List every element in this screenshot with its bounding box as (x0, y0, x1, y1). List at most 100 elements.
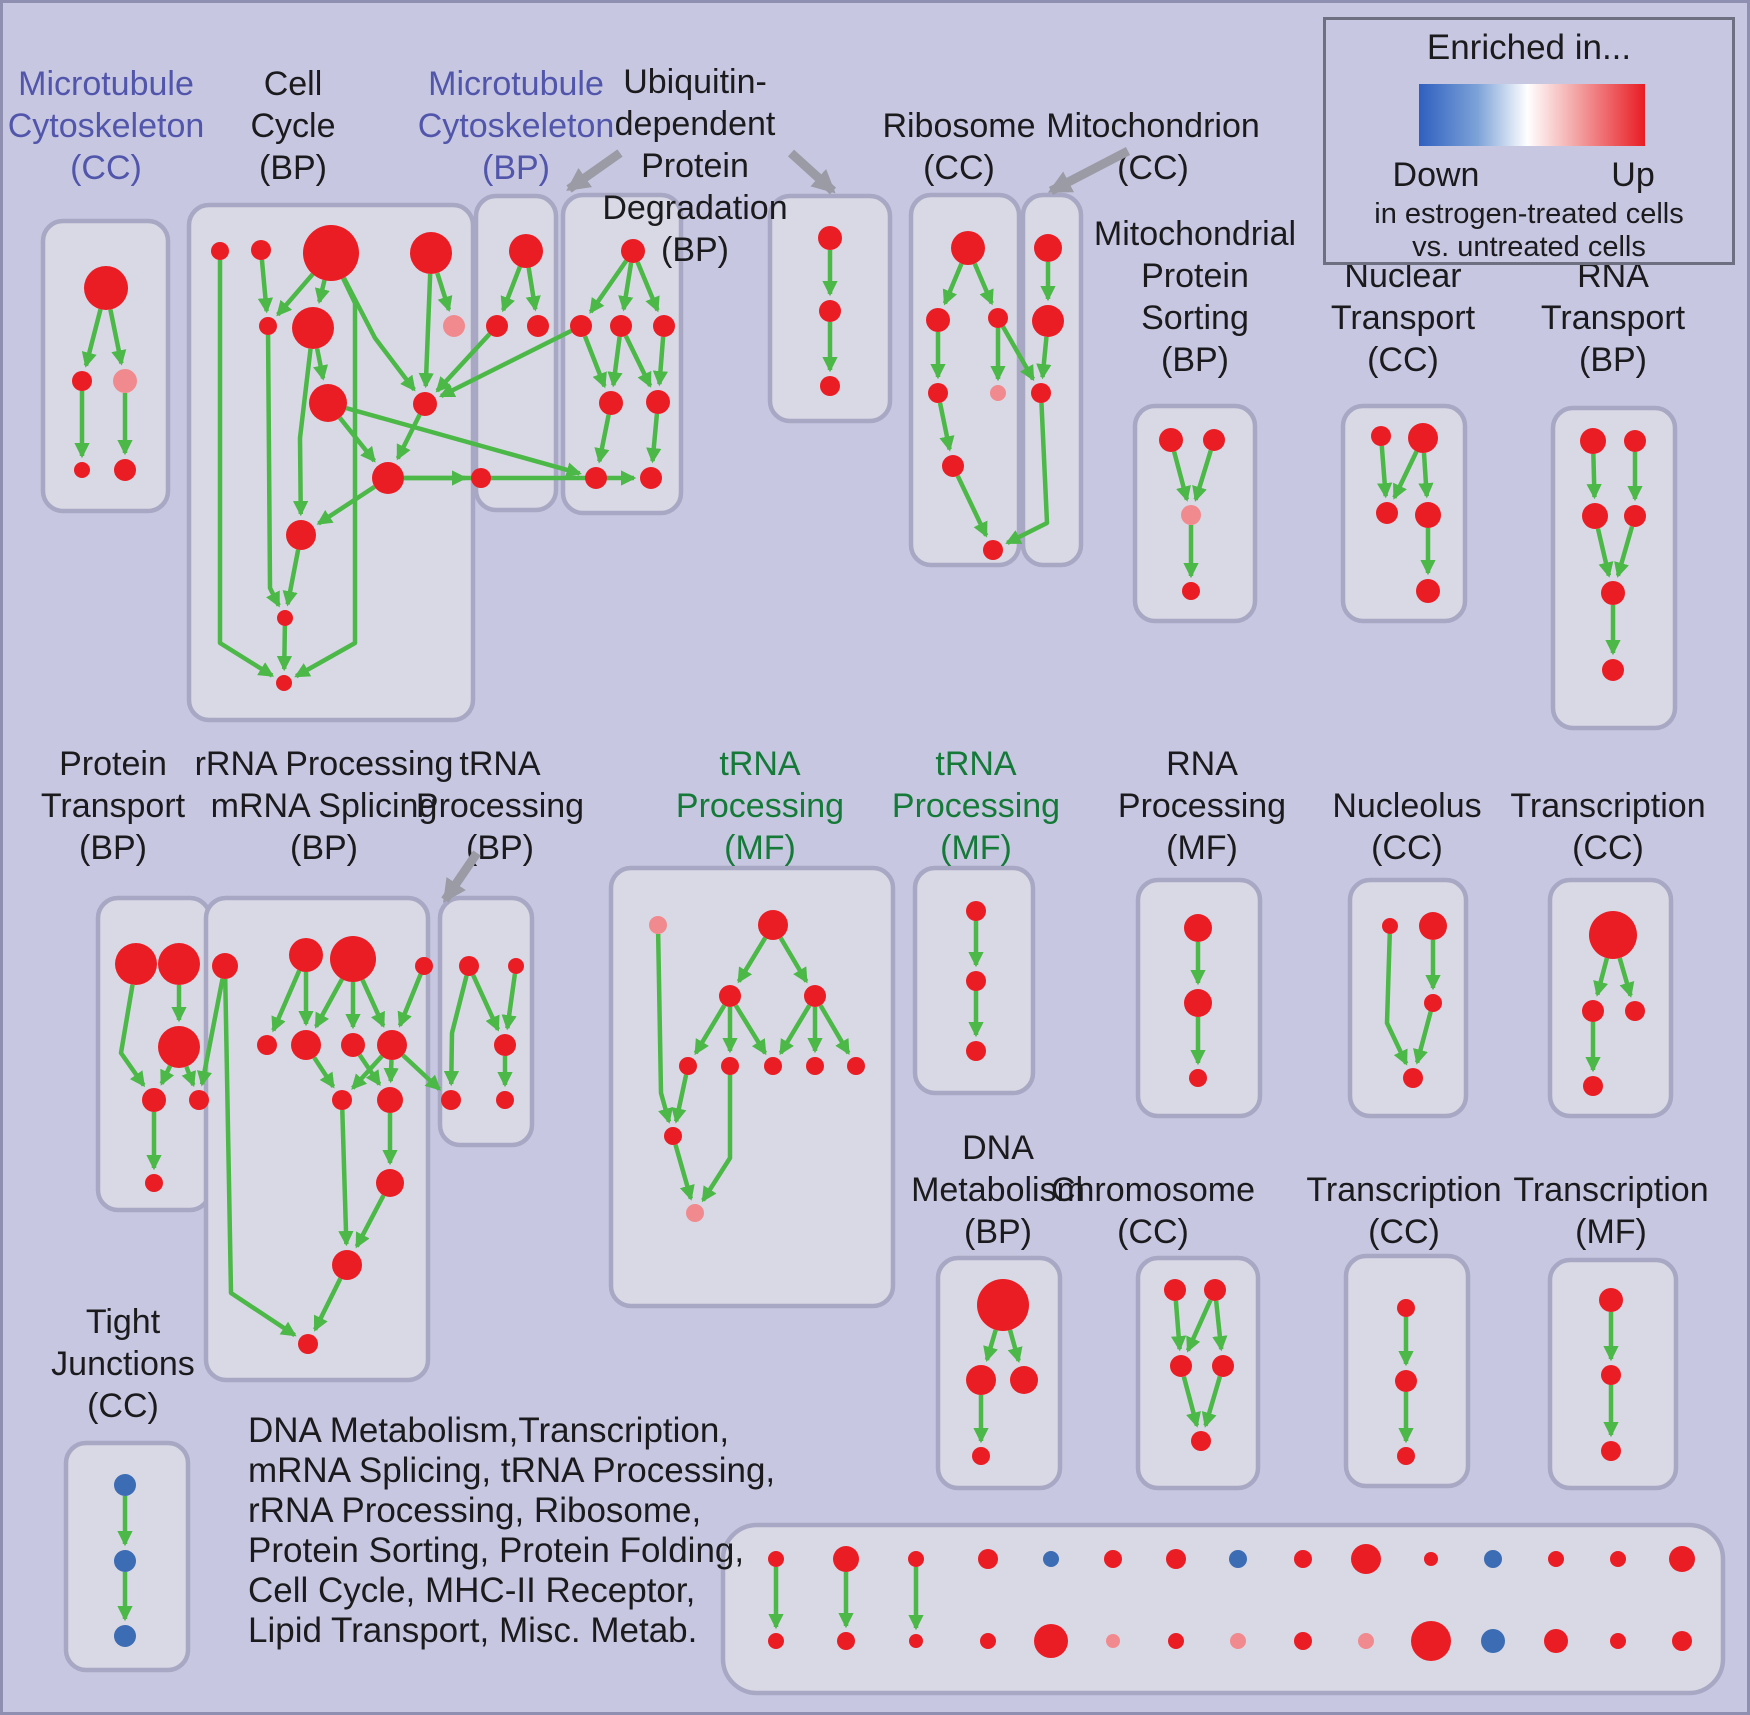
edge-arrow (588, 259, 629, 314)
edge-arrow (159, 1065, 175, 1086)
go-term-node (292, 307, 334, 349)
legend-condition-line1: in estrogen-treated cells (1374, 198, 1684, 230)
edge-arrow (271, 969, 302, 1033)
cluster-label-dna-metabolism-bp: DNA Metabolism (BP) (911, 1129, 1085, 1251)
go-term-node (1189, 1069, 1207, 1087)
go-term-node (966, 901, 986, 921)
edge-arrow (1418, 452, 1434, 499)
edge-arrow (316, 484, 376, 526)
go-term-node (977, 1279, 1029, 1331)
cluster-box-rna-transport-bp (1550, 405, 1678, 731)
go-term-node (951, 231, 985, 265)
cluster-box-microtubule-bp (473, 193, 559, 513)
go-term-node (1395, 1370, 1417, 1392)
note-line: Cell Cycle, MHC-II Receptor, (248, 1571, 696, 1610)
go-term-node (1583, 1076, 1603, 1096)
edge-arrow (1392, 450, 1419, 500)
go-term-node (486, 315, 508, 337)
edge-arrow (1593, 957, 1610, 997)
go-term-node (158, 943, 200, 985)
edge-arrow (693, 1004, 727, 1056)
edge-arrow (500, 266, 522, 313)
go-term-node (1544, 1629, 1568, 1653)
diagram-svg: Microtubule Cytoskeleton (CC) Cell Cycle (BP)… (8, 63, 1726, 1696)
go-term-node (372, 462, 404, 494)
cluster-label-mitochondrion-cc: Mitochondrion (CC) (1046, 107, 1260, 187)
edge-arrow (217, 260, 275, 678)
go-term-node (1415, 502, 1441, 528)
edge-arrow (276, 625, 293, 672)
cluster-box-ribosome-cc (908, 192, 1022, 568)
edge-arrow (1595, 528, 1614, 578)
go-term-node (664, 1127, 682, 1145)
go-term-node (1230, 1633, 1246, 1649)
edge-arrow (1384, 933, 1409, 1066)
go-term-node (679, 1057, 697, 1075)
go-term-node (142, 1088, 166, 1112)
go-term-node (610, 315, 632, 337)
edge-arrow (282, 549, 301, 607)
edge-arrow (955, 474, 989, 538)
go-term-node (1376, 502, 1398, 524)
edge-arrow (471, 974, 500, 1032)
go-term-node (819, 300, 841, 322)
go-term-node (459, 956, 479, 976)
go-term-node (376, 1169, 404, 1197)
go-term-node (1382, 918, 1398, 934)
cluster-label-cell-cycle-bp: Cell Cycle (BP) (250, 65, 335, 187)
go-term-node (1212, 1355, 1234, 1377)
cluster-box-dna-metabolism-bp (935, 1255, 1063, 1491)
cluster-label-nucleolus-cc: Nucleolus (CC) (1332, 787, 1481, 867)
go-term-node (1351, 1544, 1381, 1574)
edge-arrow (181, 1065, 196, 1088)
edge-arrow (341, 276, 416, 392)
go-term-node (145, 1174, 163, 1192)
edge-arrow (1377, 445, 1393, 499)
go-term-node (1601, 581, 1625, 605)
cluster-box-chromosome-cc (1135, 1255, 1261, 1491)
cluster-box-ubiquitin-a (560, 192, 684, 516)
legend-gradient-bar (1419, 84, 1645, 146)
edge-arrow (338, 1109, 354, 1247)
edge-arrow (197, 978, 225, 1087)
legend-up-label: Up (1611, 156, 1655, 194)
edge-arrow (312, 1056, 336, 1089)
go-term-node (298, 1334, 318, 1354)
label-pointer-arrow (787, 149, 837, 195)
go-term-node (758, 910, 788, 940)
go-term-node (1624, 505, 1646, 527)
go-term-node (1104, 1550, 1122, 1568)
go-term-node (1010, 1366, 1038, 1394)
edge-arrow (1001, 325, 1035, 382)
cluster-label-protein-transport-bp: Protein Transport (BP) (41, 745, 186, 867)
go-term-node (1403, 1068, 1423, 1088)
go-term-node (988, 308, 1008, 328)
edge-arrow (276, 272, 315, 317)
edge-arrow (655, 933, 673, 1124)
go-term-node (1580, 428, 1606, 454)
cluster-label-nuclear-transport-cc: Nuclear Transport (CC) (1331, 257, 1476, 379)
cluster-label-rna-processing-mf: RNA Processing (MF) (1118, 745, 1286, 867)
edge-arrow (733, 1004, 768, 1056)
go-term-node (926, 308, 950, 332)
edge-arrow (1617, 957, 1635, 998)
edge-arrow (652, 336, 669, 387)
go-term-node (496, 1091, 514, 1109)
legend-title: Enriched in... (1426, 28, 1632, 67)
go-term-node (1181, 505, 1201, 525)
go-term-node (1034, 234, 1062, 262)
go-term-node (1424, 994, 1442, 1012)
go-term-node (257, 1035, 277, 1055)
go-term-node (1371, 426, 1391, 446)
edge-arrow (942, 262, 964, 306)
edge-arrow (354, 1194, 386, 1249)
go-term-node (1484, 1550, 1502, 1568)
edge-arrow (397, 973, 423, 1028)
go-term-node (114, 1625, 136, 1647)
go-term-node (1164, 1279, 1186, 1301)
cluster-box-misc-metab-box (720, 1522, 1726, 1696)
go-term-node (1481, 1629, 1505, 1653)
go-term-node (410, 232, 452, 274)
go-term-node (1624, 430, 1646, 452)
edge-arrow (937, 402, 955, 452)
